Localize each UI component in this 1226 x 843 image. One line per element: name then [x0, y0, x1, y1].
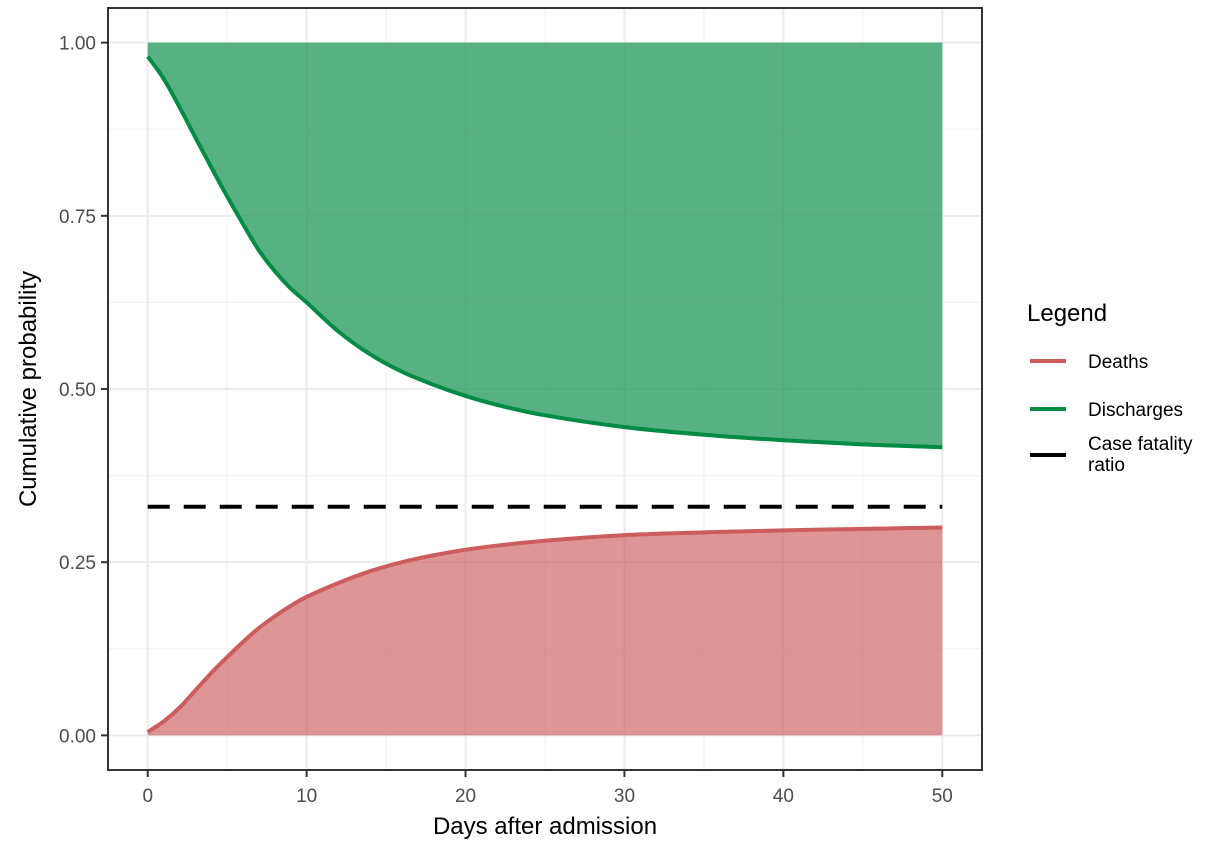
deaths-area [147, 527, 943, 736]
y-tick-label: 0.75 [59, 207, 96, 228]
series-areas [147, 42, 943, 736]
y-axis: 0.00 0.25 0.50 0.75 1.00 [59, 34, 108, 747]
x-tick-label: 50 [932, 786, 953, 807]
x-axis: 0 10 20 30 40 50 [142, 770, 953, 807]
x-tick-label: 0 [142, 786, 153, 807]
y-tick-label: 1.00 [59, 34, 96, 55]
deaths-line [146, 525, 943, 734]
legend-label-deaths: Deaths [1088, 352, 1148, 373]
legend-label-case-fatality-ratio: Case fatality ratio [1088, 434, 1193, 476]
legend-entries: Deaths Discharges Case fatality ratio [1030, 352, 1193, 476]
x-tick-label: 10 [296, 786, 317, 807]
y-tick-label: 0.00 [59, 726, 96, 747]
legend-title: Legend [1027, 300, 1107, 327]
y-tick-label: 0.25 [59, 553, 96, 574]
discharges-line [146, 55, 943, 450]
legend-label-line: Case fatality [1088, 434, 1193, 455]
x-tick-label: 20 [455, 786, 476, 807]
legend-label-discharges: Discharges [1088, 400, 1183, 421]
x-tick-label: 30 [614, 786, 635, 807]
legend: Legend Deaths Discharges Case fatality rati… [1027, 300, 1193, 476]
legend-label-line: ratio [1088, 455, 1125, 476]
x-tick-label: 40 [773, 786, 794, 807]
series-lines [146, 55, 943, 734]
y-tick-label: 0.50 [59, 380, 96, 401]
y-axis-title: Cumulative probability [15, 271, 42, 507]
discharges-area [147, 42, 943, 448]
x-axis-title: Days after admission [433, 813, 657, 840]
